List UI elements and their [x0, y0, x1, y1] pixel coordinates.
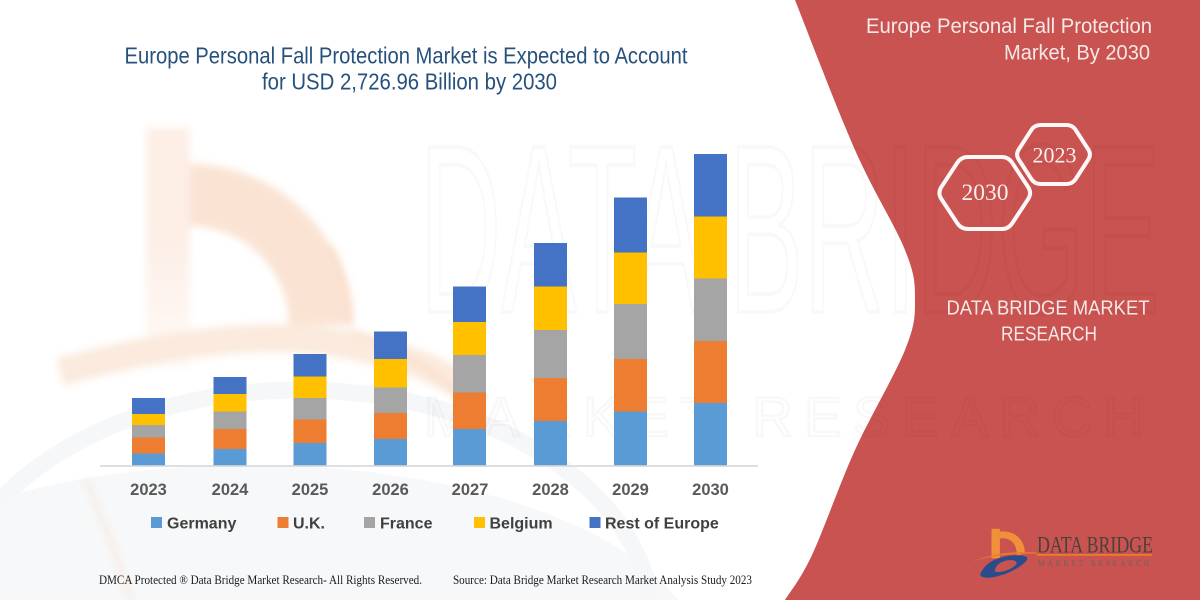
svg-text:2023: 2023 [1033, 143, 1077, 168]
svg-text:Belgium: Belgium [490, 516, 553, 533]
svg-text:MARKET RESEARCH: MARKET RESEARCH [1038, 558, 1152, 568]
svg-text:2026: 2026 [372, 481, 409, 499]
svg-text:DATA BRIDGE MARKET: DATA BRIDGE MARKET [947, 297, 1150, 320]
svg-text:Europe Personal Fall Protectio: Europe Personal Fall Protection Market i… [125, 43, 688, 69]
svg-text:U.K.: U.K. [293, 516, 325, 533]
svg-text:France: France [380, 516, 433, 533]
svg-text:2030: 2030 [962, 180, 1009, 206]
svg-text:DMCA Protected ® Data Bridge M: DMCA Protected ® Data Bridge Market Rese… [99, 572, 422, 587]
svg-text:Source: Data Bridge Market Res: Source: Data Bridge Market Research Mark… [453, 572, 752, 587]
svg-text:2030: 2030 [692, 481, 729, 499]
svg-text:2029: 2029 [612, 481, 649, 499]
svg-text:RESEARCH: RESEARCH [1001, 323, 1097, 346]
svg-text:Europe Personal Fall Protectio: Europe Personal Fall Protection [866, 14, 1152, 38]
svg-text:2025: 2025 [292, 481, 329, 499]
svg-text:2023: 2023 [130, 481, 167, 499]
svg-text:Germany: Germany [167, 516, 236, 533]
svg-text:for USD 2,726.96 Billion by 20: for USD 2,726.96 Billion by 2030 [262, 69, 557, 95]
svg-text:DATA BRIDGE: DATA BRIDGE [1037, 533, 1153, 558]
svg-text:2027: 2027 [452, 481, 489, 499]
svg-text:Market, By 2030: Market, By 2030 [1004, 41, 1150, 65]
svg-text:Rest of Europe: Rest of Europe [605, 516, 719, 533]
svg-text:2028: 2028 [532, 481, 569, 499]
svg-text:2024: 2024 [212, 481, 250, 499]
